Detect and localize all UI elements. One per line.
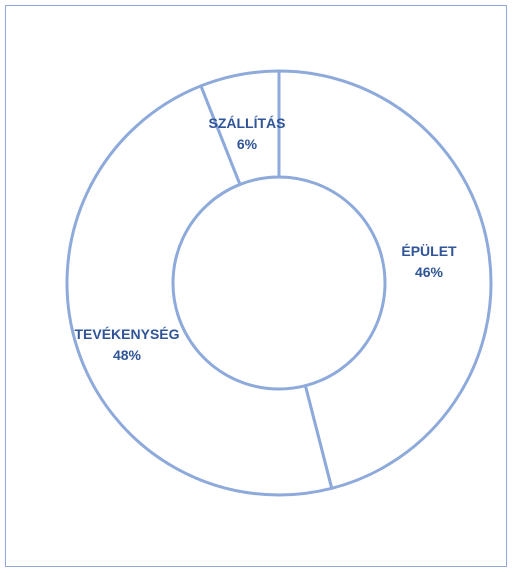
slice-label-epulet: ÉPÜLET — [401, 243, 457, 259]
slice-value-tevekenyseg: 48% — [113, 347, 142, 363]
slice-epulet — [277, 69, 493, 490]
donut-labels: ÉPÜLET 46% TEVÉKENYSÉG 48% SZÁLLÍTÁS 6% — [74, 115, 457, 363]
slice-value-epulet: 46% — [415, 264, 444, 280]
slice-label-szallitas: SZÁLLÍTÁS — [209, 115, 286, 131]
slice-szallitas — [199, 69, 281, 186]
slice-label-tevekenyseg: TEVÉKENYSÉG — [74, 326, 179, 342]
donut-slices — [65, 69, 493, 497]
chart-frame: ÉPÜLET 46% TEVÉKENYSÉG 48% SZÁLLÍTÁS 6% — [5, 5, 507, 567]
slice-value-szallitas: 6% — [237, 136, 258, 152]
slice-tevekenyseg — [65, 84, 334, 497]
